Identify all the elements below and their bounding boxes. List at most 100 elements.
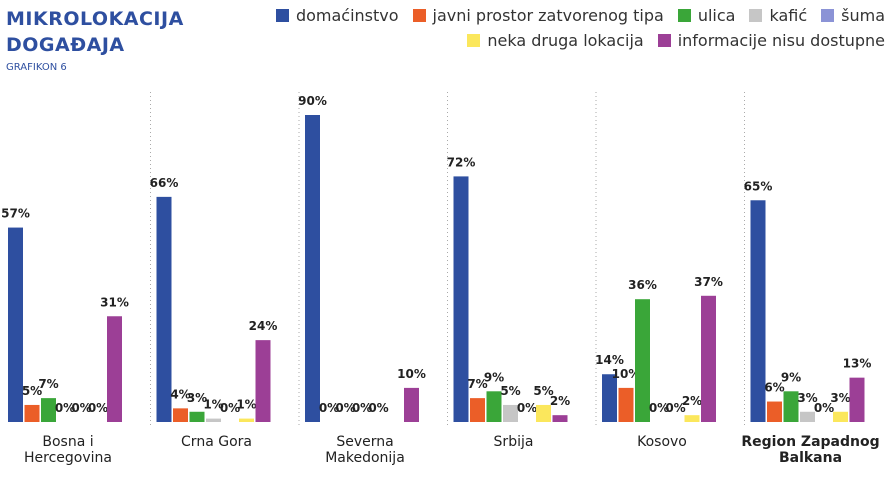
legend-item: informacije nisu dostupne — [657, 31, 885, 50]
bar — [833, 411, 848, 422]
data-label: 5% — [533, 384, 553, 398]
data-label: 9% — [484, 370, 504, 384]
legend-label: kafić — [769, 6, 808, 25]
bar — [206, 418, 221, 422]
bar — [701, 295, 716, 422]
bar — [783, 391, 799, 422]
bar — [453, 176, 469, 422]
legend-swatch — [749, 9, 763, 22]
data-label: 0% — [649, 401, 669, 415]
data-label: 0% — [352, 401, 372, 415]
data-label: 6% — [764, 381, 784, 395]
bar — [750, 200, 766, 422]
data-label: 2% — [682, 394, 702, 408]
legend-item: kafić — [749, 6, 807, 25]
data-label: 4% — [170, 387, 190, 401]
legend-swatch — [275, 9, 289, 22]
data-label: 65% — [744, 179, 773, 193]
bar — [618, 387, 634, 422]
legend-label: informacije nisu dostupne — [677, 31, 885, 50]
bar — [849, 377, 865, 422]
bar — [470, 398, 485, 422]
bar — [486, 391, 502, 422]
bar — [156, 196, 172, 422]
bar — [239, 418, 254, 422]
bar — [173, 408, 188, 422]
data-label: 36% — [628, 278, 657, 292]
data-label: 10% — [397, 367, 426, 381]
legend-item: javni prostor zatvorenog tipa — [412, 6, 664, 25]
legend-swatch — [657, 34, 671, 47]
data-label: 24% — [249, 319, 278, 333]
data-label: 2% — [550, 394, 570, 408]
data-label: 0% — [814, 401, 834, 415]
data-label: 7% — [38, 377, 58, 391]
x-tick-label: Srbija — [493, 434, 534, 450]
data-label: 72% — [447, 155, 476, 169]
x-tick-label: Kosovo — [637, 434, 687, 450]
data-label: 0% — [368, 401, 388, 415]
legend: domaćinstvo javni prostor zatvorenog tipa… — [200, 4, 885, 54]
x-tick-label: Region Zapadnog Balkana — [741, 434, 880, 466]
legend-label: neka druga lokacija — [487, 31, 644, 50]
bar — [107, 316, 122, 422]
bar — [189, 411, 205, 422]
data-label: 0% — [665, 401, 685, 415]
legend-item: domaćinstvo — [275, 6, 399, 25]
data-label: 66% — [150, 176, 179, 190]
bar — [552, 415, 568, 422]
data-label: 3% — [797, 391, 817, 405]
bar — [684, 415, 700, 422]
data-label: 10% — [612, 367, 641, 381]
data-label: 0% — [335, 401, 355, 415]
data-label: 3% — [830, 391, 850, 405]
x-tick-label: Severna Makedonija — [325, 434, 405, 466]
legend-item: ulica — [677, 6, 736, 25]
legend-label: javni prostor zatvorenog tipa — [432, 6, 664, 25]
data-label: 9% — [781, 370, 801, 384]
bar — [503, 404, 518, 422]
data-label: 5% — [500, 384, 520, 398]
bar — [255, 340, 271, 422]
bar — [602, 374, 617, 422]
legend-item: šuma — [821, 6, 885, 25]
legend-item: neka druga lokacija — [467, 31, 644, 50]
legend-swatch — [821, 9, 835, 22]
data-label: 37% — [694, 275, 723, 289]
data-label: 5% — [22, 384, 42, 398]
bar — [767, 401, 782, 422]
bar — [41, 398, 56, 422]
legend-label: šuma — [841, 6, 885, 25]
bar — [536, 404, 551, 422]
data-label: 0% — [88, 401, 108, 415]
bar — [305, 115, 320, 422]
data-label: 3% — [187, 391, 207, 405]
legend-swatch — [412, 9, 426, 22]
legend-label: ulica — [697, 6, 736, 25]
data-label: 0% — [71, 401, 91, 415]
bar — [8, 227, 23, 422]
data-label: 0% — [517, 401, 537, 415]
x-tick-label: Bosna i Hercegovina — [24, 434, 112, 466]
chart-subtitle: GRAFIKON 6 — [6, 62, 67, 73]
legend-swatch — [677, 9, 691, 22]
data-label: 7% — [467, 377, 487, 391]
bar — [635, 299, 650, 422]
data-label: 13% — [843, 357, 872, 371]
data-label: 1% — [236, 398, 256, 412]
chart-title: MIKROLOKACIJA DOGAĐAJA — [6, 8, 184, 56]
x-tick-label: Crna Gora — [181, 434, 252, 450]
data-label: 0% — [319, 401, 339, 415]
data-label: 0% — [55, 401, 75, 415]
legend-label: domaćinstvo — [295, 6, 399, 25]
data-label: 0% — [220, 401, 240, 415]
data-label: 14% — [595, 353, 624, 367]
bar — [24, 404, 40, 422]
data-label: 57% — [1, 207, 30, 221]
bar — [800, 411, 815, 422]
data-label: 1% — [203, 398, 223, 412]
data-label: 90% — [298, 94, 327, 108]
bar — [404, 387, 419, 422]
